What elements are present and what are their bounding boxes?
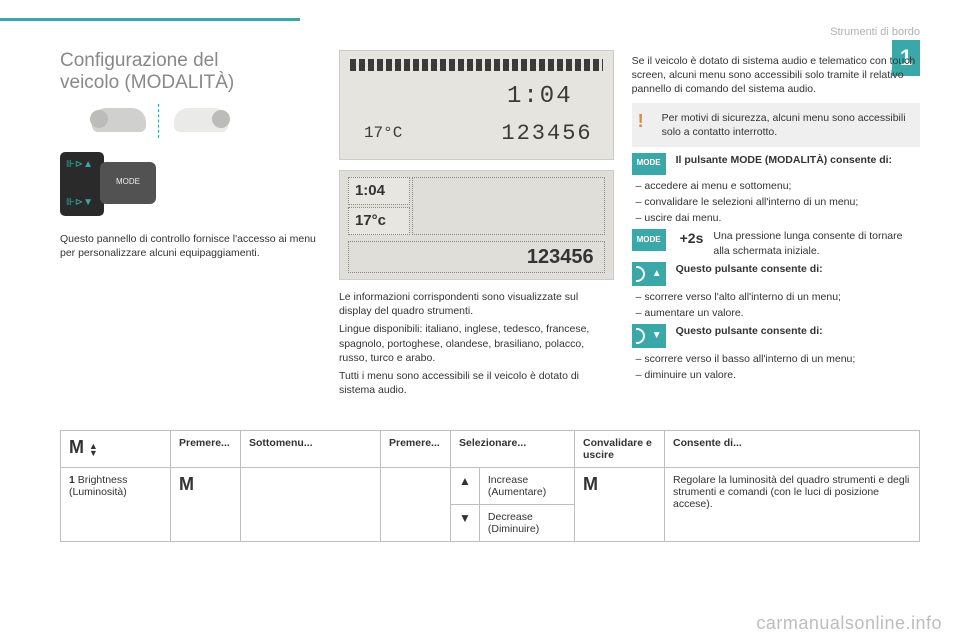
long-press-text: Una pressione lunga consente di tornare … [713,229,920,257]
cell-submenu-empty [241,468,381,542]
mode-bullet-3: uscire dai menu. [636,211,920,225]
cell-increase-arrow: ▲ [451,468,480,505]
mode-badge-icon: MODE [632,153,666,175]
tft-temperature: 17°c [348,207,410,235]
table-header-row: M ▲▼ Premere... Sottomenu... Premere... … [61,431,920,468]
m-symbol-validate: M [583,474,598,494]
cell-increase-label: Increase (Aumentare) [479,468,574,505]
lcd-segment-strip-icon [350,59,603,71]
col1-paragraph: Questo pannello di controllo fornisce l'… [60,232,321,260]
col2-paragraph-2: Lingue disponibili: italiano, inglese, t… [339,322,614,365]
up-bullet-2: aumentare un valore. [636,306,920,320]
col2-paragraph-1: Le informazioni corrispondenti sono visu… [339,290,614,318]
cell-press-m: M [171,468,241,542]
down-bullet-1: scorrere verso il basso all'interno di u… [636,352,920,366]
th-press-1: Premere... [171,431,241,468]
tft-display-illustration: 1:04 17°c 123456 [339,170,614,280]
mode-button-illustration: ⊪⊳▲ ⊪⊳▼ MODE [60,146,170,224]
th-allows: Consente di... [665,431,920,468]
title-line-1: Configurazione del [60,50,218,71]
column-1: Configurazione del veicolo (MODALITÀ) ⊪⊳… [60,50,321,401]
down-bullet-2: diminuire un valore. [636,368,920,382]
headlight-down-icon: ▼ [632,324,666,348]
cell-menu-item: 1 Brightness (Luminosità) [61,468,171,542]
col3-intro: Se il veicolo è dotato di sistema audio … [632,54,920,97]
plus-2s-icon: +2s [680,229,704,248]
lcd-time: 1:04 [507,81,573,113]
mode-button-title: Il pulsante MODE (MODALITÀ) consente di: [676,154,892,166]
tft-odometer: 123456 [348,241,605,273]
m-symbol-cell: M [179,474,194,494]
steering-wheel-left-icon [90,110,108,128]
col2-paragraph-3: Tutti i menu sono accessibili se il veic… [339,369,614,397]
table-row: 1 Brightness (Luminosità) M ▲ Increase (… [61,468,920,505]
lcd-temperature: 17°C [364,123,402,145]
mode-button-row: MODE Il pulsante MODE (MODALITÀ) consent… [632,153,920,175]
up-bullet-1: scorrere verso l'alto all'interno di un … [636,290,920,304]
mode-bullet-2: convalidare le selezioni all'interno di … [636,195,920,209]
th-submenu: Sottomenu... [241,431,381,468]
page-title: Configurazione del veicolo (MODALITÀ) [60,50,321,94]
lcd-odometer: 123456 [501,119,592,149]
up-button-row: ▲ Questo pulsante consente di: [632,262,920,286]
down-button-row: ▼ Questo pulsante consente di: [632,324,920,348]
warning-box: ! Per motivi di sicurezza, alcuni menu s… [632,103,920,147]
th-validate: Convalidare e uscire [575,431,665,468]
cell-validate-m: M [575,468,665,542]
th-select: Selezionare... [451,431,575,468]
breadcrumb: Strumenti di bordo [830,26,920,38]
header-accent-bar [0,18,300,21]
warning-text: Per motivi di sicurezza, alcuni menu son… [662,112,906,138]
configuration-table: M ▲▼ Premere... Sottomenu... Premere... … [60,430,920,542]
mode-bullet-1: accedere ai menu e sottomenu; [636,179,920,193]
tft-main-area [412,177,605,235]
menu-item-label: Brightness (Luminosità) [69,474,127,498]
mode-button-label: MODE [100,162,156,204]
light-down-icon: ⊪⊳▼ [66,196,93,210]
content-columns: Configurazione del veicolo (MODALITÀ) ⊪⊳… [60,50,920,401]
mode-badge-icon-2: MODE [632,229,666,251]
up-button-title: Questo pulsante consente di: [676,263,823,275]
tft-time: 1:04 [348,177,410,205]
cell-press-empty [381,468,451,542]
cell-decrease-label: Decrease (Diminuire) [479,505,574,542]
m-arrows-icon: ▲▼ [89,443,98,457]
th-press-2: Premere... [381,431,451,468]
steering-wheel-right-icon [212,110,230,128]
column-2: 1:04 17°C 123456 1:04 17°c 123456 Le inf… [339,50,614,401]
th-symbol: M ▲▼ [61,431,171,468]
watermark: carmanualsonline.info [756,613,942,634]
m-symbol: M [69,437,84,457]
lcd-display-illustration: 1:04 17°C 123456 [339,50,614,160]
down-button-title: Questo pulsante consente di: [676,325,823,337]
cell-decrease-arrow: ▼ [451,505,480,542]
column-3: Se il veicolo è dotato di sistema audio … [632,50,920,401]
light-up-icon: ⊪⊳▲ [66,158,93,172]
down-arrow-icon: ▼ [459,511,471,525]
headlight-up-icon: ▲ [632,262,666,286]
steering-divider [158,104,159,138]
steering-position-illustration [90,104,230,138]
up-arrow-icon: ▲ [459,474,471,488]
cell-description: Regolare la luminosità del quadro strume… [665,468,920,542]
warning-icon: ! [638,109,644,133]
long-press-row: MODE +2s Una pressione lunga consente di… [632,229,920,257]
mode-button-body: ⊪⊳▲ ⊪⊳▼ [60,152,104,216]
title-line-2: veicolo (MODALITÀ) [60,72,234,93]
